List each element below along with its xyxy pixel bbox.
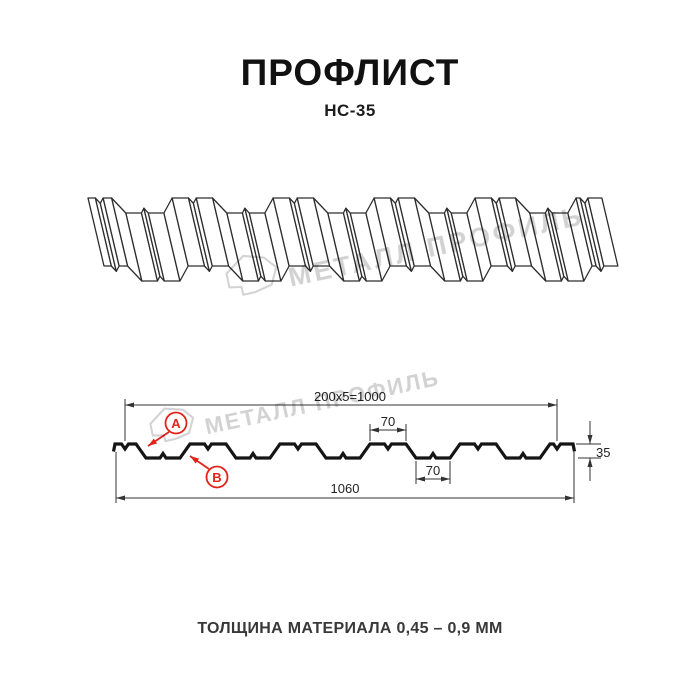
- watermark-bottom: МЕТАЛЛ ПРОФИЛЬ: [149, 365, 442, 443]
- sheet-face: [102, 197, 129, 267]
- sheet-face: [171, 197, 206, 267]
- dim-working-width-label: 200x5=1000: [314, 389, 386, 404]
- dimension-valley-width: 70: [415, 461, 451, 484]
- dim-overall-width-label: 1060: [331, 481, 360, 496]
- sheet-face: [272, 197, 307, 267]
- sheet-face: [474, 197, 509, 267]
- sheet-face: [373, 197, 408, 267]
- cross-section-diagram: 200x5=1000 70 70 1060: [111, 389, 610, 503]
- callout-a-circle: [164, 411, 188, 435]
- sheet-face: [345, 207, 367, 282]
- callout-b-arrow: [189, 455, 210, 470]
- dim-height-label: 35: [596, 445, 610, 460]
- dim-valley-width-label: 70: [426, 463, 440, 478]
- page-subtitle: НС-35: [324, 101, 376, 120]
- callout-a: A: [147, 411, 188, 447]
- sheet-face: [547, 207, 569, 282]
- sheet-face: [296, 197, 331, 267]
- sheet-face: [498, 197, 533, 267]
- dimension-working-width: 200x5=1000: [124, 389, 558, 441]
- sheet-face: [587, 197, 619, 267]
- material-thickness-note: ТОЛЩИНА МАТЕРИАЛА 0,45 – 0,9 ММ: [197, 620, 503, 637]
- callout-b-label: B: [212, 470, 221, 485]
- metall-profil-logo-icon: [225, 254, 278, 296]
- sheet-face: [244, 207, 266, 282]
- metall-profil-logo-icon: [149, 407, 195, 443]
- dimension-height: 35: [576, 421, 610, 481]
- page-title: ПРОФЛИСТ: [240, 52, 460, 93]
- dimension-overall-width: 1060: [115, 452, 575, 503]
- callout-a-label: A: [171, 416, 181, 431]
- profile-3d-drawing: [87, 197, 619, 282]
- callout-b-circle: [205, 465, 229, 489]
- profile-cross-section-path: [111, 442, 577, 460]
- sheet-face: [446, 207, 468, 282]
- sheet-face: [195, 197, 230, 267]
- sheet-face: [143, 207, 165, 282]
- dim-flange-width-label: 70: [381, 414, 395, 429]
- callout-b: B: [189, 455, 229, 489]
- sheet-face: [575, 197, 597, 267]
- sheet-face: [397, 197, 432, 267]
- callout-a-arrow: [147, 431, 170, 447]
- sheet-face: [87, 197, 112, 267]
- dimension-flange-width: 70: [369, 414, 407, 441]
